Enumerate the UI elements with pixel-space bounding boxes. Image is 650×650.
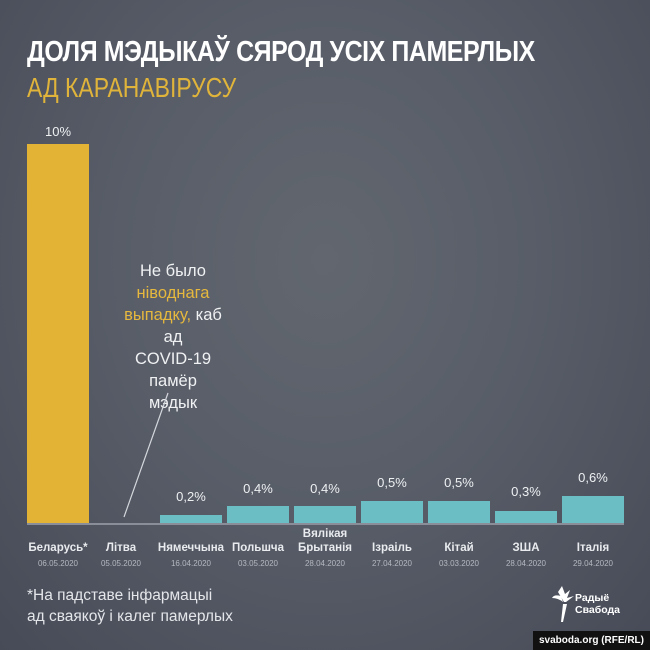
category-label-vyalikaya-brytaniya: Вялікая Брытанія (285, 527, 365, 555)
value-label-vyalikaya-brytaniya: 0,4% (310, 481, 340, 496)
date-label-zsha: 28.04.2020 (505, 559, 547, 568)
value-label-polshcha: 0,4% (243, 481, 273, 496)
value-label-kitai: 0,5% (444, 475, 474, 490)
logo-line-2: Свабода (575, 604, 621, 616)
annotation-text: Не было ніводнага выпадку, каб ад COVID-… (118, 260, 228, 414)
date-label-izrail: 27.04.2020 (371, 559, 413, 568)
category-label-kitai: Кітай (444, 542, 474, 554)
footnote-line-1: *На падставе інфармацыі (27, 587, 213, 604)
radio-svaboda-torch-icon (552, 586, 574, 622)
bar-zsha (495, 511, 557, 524)
category-label-line2: Брытанія (298, 542, 352, 554)
date-label-polshcha: 03.05.2020 (237, 559, 279, 568)
annotation-line-3: выпадку, каб ад (118, 304, 228, 348)
value-label-belarus: 10% (44, 124, 72, 139)
bar-nyamechchyna (160, 515, 222, 524)
bar-polshcha (227, 506, 289, 524)
date-label-nyamechchyna: 16.04.2020 (170, 559, 212, 568)
source-credit: svaboda.org (RFE/RL) (532, 631, 650, 650)
date-label-belarus: 06.05.2020 (37, 559, 79, 568)
category-label-belarus: Беларусь* (28, 542, 88, 554)
category-label-line1: Вялікая (302, 528, 348, 540)
annotation-line-5: мэдык (148, 394, 198, 412)
annotation-line-1: Не было (140, 262, 206, 280)
chart-title: ДОЛЯ МЭДЫКАЎ СЯРОД УСІХ ПАМЕРЛЫХ (27, 36, 535, 68)
value-label-zsha: 0,3% (511, 484, 541, 499)
chart-subtitle: АД КАРАНАВІРУСУ (27, 72, 237, 103)
annotation-highlight-2: выпадку, (124, 306, 192, 324)
category-label-italiya: Італія (576, 542, 610, 554)
category-label-nyamechchyna: Нямеччына (157, 542, 225, 554)
category-label-izrail: Ізраіль (372, 542, 412, 554)
value-label-nyamechchyna: 0,2% (176, 489, 206, 504)
bar-italiya (562, 496, 624, 524)
annotation-line-4: COVID-19 памёр (134, 350, 212, 390)
value-label-izrail: 0,5% (377, 475, 407, 490)
logo-line-1: Радыё (575, 592, 610, 604)
bar-kitai (428, 501, 490, 524)
footnote: *На падставе інфармацыі ад сваякоў і кал… (27, 585, 233, 627)
date-label-italiya: 29.04.2020 (572, 559, 614, 568)
bar-belarus (27, 144, 89, 524)
category-label-litva: Літва (105, 542, 137, 554)
value-label-italiya: 0,6% (578, 470, 608, 485)
annotation-highlight-1: ніводнага (136, 284, 210, 302)
bar-vyalikaya-brytaniya (294, 506, 356, 524)
date-label-litva: 05.05.2020 (100, 559, 142, 568)
date-label-vyalikaya-brytaniya: 28.04.2020 (304, 559, 346, 568)
category-label-polshcha: Польшча (231, 542, 285, 554)
x-axis-baseline (27, 523, 624, 525)
date-label-kitai: 03.03.2020 (438, 559, 480, 568)
bar-izrail (361, 501, 423, 524)
annotation-line-3-rest: каб ад (163, 306, 222, 346)
footnote-line-2: ад сваякоў і калег памерлых (27, 608, 233, 625)
logo-text: Радыё Свабода (575, 592, 620, 616)
category-label-zsha: ЗША (512, 542, 540, 554)
